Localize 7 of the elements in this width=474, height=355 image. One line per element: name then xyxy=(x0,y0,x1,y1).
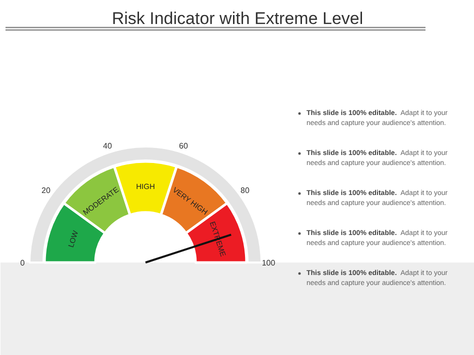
text: 0 xyxy=(20,258,26,268)
text: 80 xyxy=(240,186,250,196)
text: 40 xyxy=(103,142,112,151)
text: 100 xyxy=(262,258,276,268)
chart-title: Risk Indicator with Extreme Level xyxy=(112,9,364,28)
text: 60 xyxy=(179,142,189,151)
text: 20 xyxy=(42,186,51,196)
